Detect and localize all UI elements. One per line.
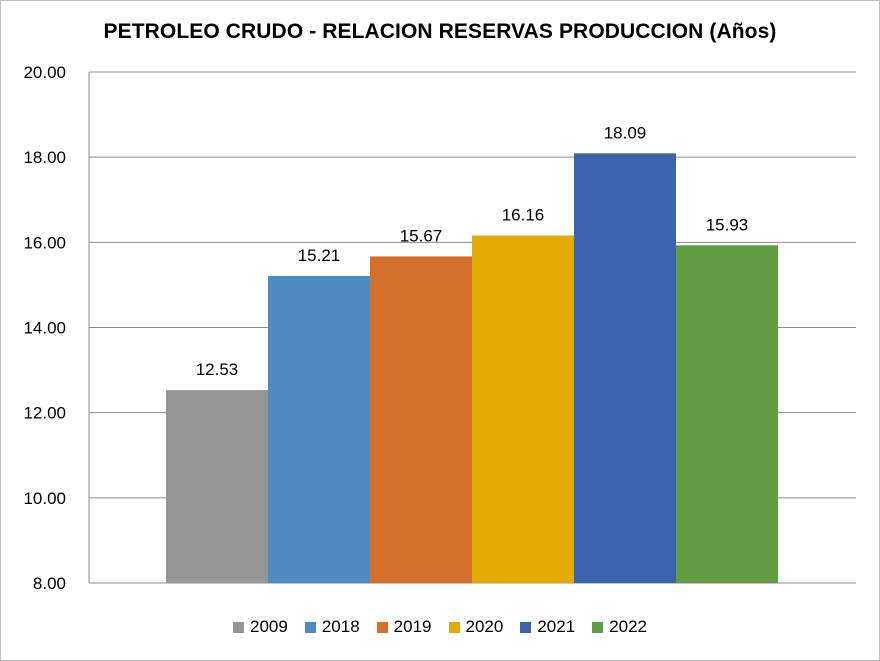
y-tick-label: 14.00 <box>23 319 66 338</box>
data-label-2020: 16.16 <box>502 206 545 225</box>
bar-2018 <box>268 275 370 583</box>
y-axis-ticks: 8.00 10.00 12.00 14.00 16.00 18.00 20.00 <box>23 63 66 593</box>
bar-2020 <box>472 235 574 583</box>
data-label-2018: 15.21 <box>298 246 341 265</box>
legend-swatch <box>304 621 316 633</box>
y-tick-label: 20.00 <box>23 63 66 82</box>
data-label-2021: 18.09 <box>604 123 647 142</box>
bar-2021 <box>574 153 676 583</box>
y-tick-label: 12.00 <box>23 404 66 423</box>
legend-label: 2022 <box>609 617 647 636</box>
data-label-2009: 12.53 <box>196 360 239 379</box>
legend-swatch <box>448 621 460 633</box>
legend-item-2009: 2009 <box>233 617 288 637</box>
y-tick-label: 10.00 <box>23 489 66 508</box>
bar-2022 <box>676 245 778 584</box>
legend-label: 2018 <box>321 617 360 636</box>
bar-2019 <box>370 256 472 583</box>
legend-swatch <box>592 621 604 633</box>
y-tick-label: 16.00 <box>23 233 66 252</box>
data-labels: 12.53 15.21 15.67 16.16 18.09 15.93 <box>196 123 749 379</box>
legend-swatch <box>376 621 388 633</box>
legend-item-2021: 2021 <box>520 617 575 637</box>
bars <box>166 153 778 584</box>
legend-item-2022: 2022 <box>592 617 647 637</box>
legend-swatch <box>233 621 245 633</box>
legend: 2009 2018 2019 2020 2021 2022 <box>0 617 880 637</box>
y-tick-label: 18.00 <box>23 148 66 167</box>
y-tick-label: 8.00 <box>33 574 66 593</box>
legend-label: 2020 <box>465 617 504 636</box>
legend-label: 2019 <box>393 617 432 636</box>
legend-swatch <box>520 621 532 633</box>
legend-label: 2009 <box>250 617 288 636</box>
legend-item-2020: 2020 <box>448 617 504 637</box>
chart-title: PETROLEO CRUDO - RELACION RESERVAS PRODU… <box>103 20 777 43</box>
legend-item-2019: 2019 <box>376 617 432 637</box>
data-label-2022: 15.93 <box>706 215 749 234</box>
bar-2009 <box>166 390 268 583</box>
legend-item-2018: 2018 <box>304 617 360 637</box>
legend-label: 2021 <box>537 617 576 636</box>
data-label-2019: 15.67 <box>400 226 443 245</box>
